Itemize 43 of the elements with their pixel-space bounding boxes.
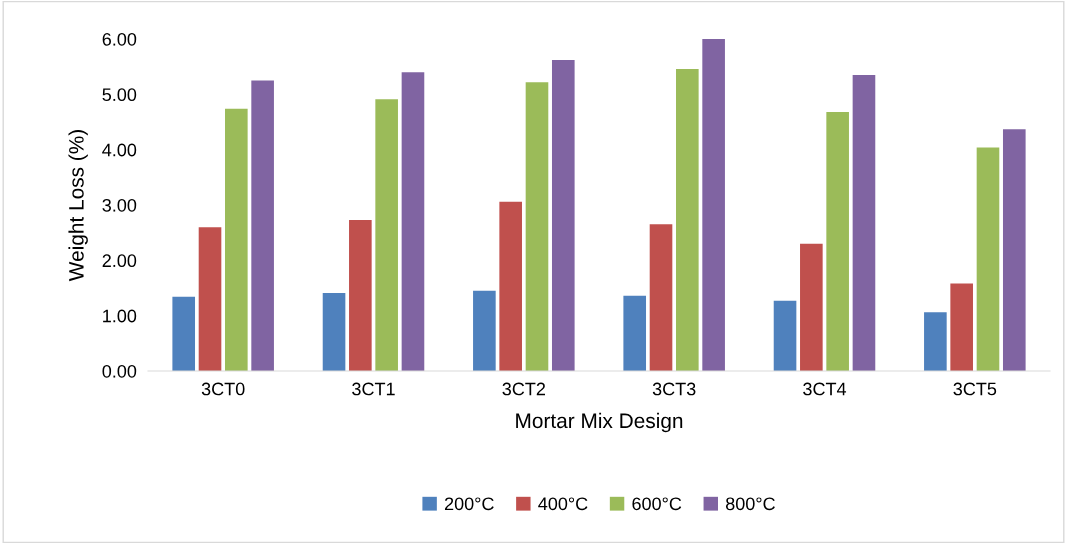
y-tick-label: 4.00 [102, 143, 137, 157]
bar [976, 147, 1000, 371]
bar [800, 243, 823, 371]
bar [924, 312, 947, 371]
bar [172, 296, 196, 371]
bar [322, 292, 346, 371]
y-tick-label: 3.00 [102, 198, 137, 212]
x-tick-label: 3CT5 [953, 382, 997, 396]
legend-label: 400°C [538, 497, 588, 511]
y-tick-label: 2.00 [102, 254, 137, 268]
legend-label: 800°C [726, 497, 775, 511]
y-axis-title: Weight Loss (%) [68, 130, 88, 282]
bar [401, 72, 425, 371]
bar [473, 290, 496, 371]
bar [1002, 129, 1026, 371]
bar [375, 99, 398, 371]
bar [649, 224, 673, 371]
bar [551, 60, 575, 371]
y-tick-label: 1.00 [103, 309, 137, 323]
bar [225, 108, 248, 371]
bar [349, 219, 372, 371]
x-tick-label: 3CT0 [201, 382, 245, 396]
x-tick-label: 3CT4 [803, 382, 847, 396]
legend-label: 200°C [444, 497, 494, 511]
y-tick-label: 0.00 [102, 364, 137, 378]
bar [852, 74, 876, 371]
bar [499, 201, 522, 371]
bar [623, 295, 647, 371]
bar [198, 227, 222, 371]
y-tick-label: 5.00 [102, 88, 137, 102]
x-tick-label: 3CT1 [352, 382, 395, 396]
bar [773, 300, 797, 371]
bar [950, 283, 973, 371]
x-tick-label: 3CT3 [652, 382, 696, 396]
x-tick-label: 3CT2 [502, 382, 545, 396]
bar [676, 68, 699, 371]
y-tick-label: 6.00 [102, 32, 137, 46]
bar [826, 112, 849, 371]
bar [251, 80, 274, 371]
legend-label: 600°C [632, 497, 682, 511]
x-axis-title: Mortar Mix Design [516, 412, 683, 433]
bar [525, 82, 549, 371]
bar [702, 39, 725, 371]
